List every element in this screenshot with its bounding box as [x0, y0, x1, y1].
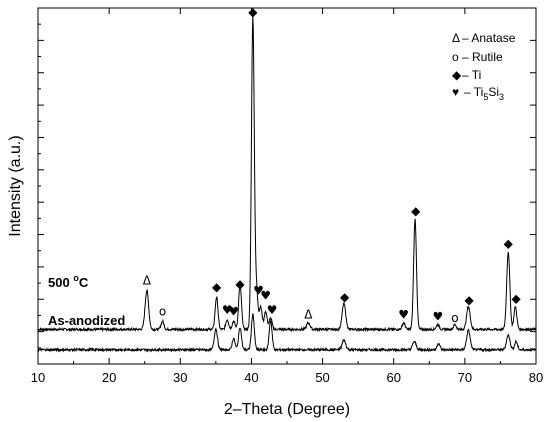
x-axis-title: 2–Theta (Degree) — [224, 401, 350, 418]
legend: Δ – Anatase o – Rutile ◆ – Ti ♥ – Ti5Si3 — [452, 31, 516, 102]
legend-ti5si3-label-main: – Ti — [464, 85, 483, 99]
y-axis-title: Intensity (a.u.) — [7, 135, 24, 236]
peak-marker-anatase: Δ — [143, 274, 152, 288]
x-tick-label: 20 — [102, 370, 116, 385]
peak-marker-ti5si3: ♥ — [267, 303, 278, 317]
x-tick-label: 40 — [244, 370, 258, 385]
x-tick-label: 70 — [458, 370, 472, 385]
peak-marker-ti: ◆ — [511, 292, 521, 306]
peak-marker-ti: ◆ — [212, 280, 222, 294]
peak-marker-anatase: Δ — [304, 308, 313, 322]
peak-marker-ti5si3: ♥ — [228, 304, 239, 318]
peak-marker-layer: Δo◆♥♥◆◆♥♥♥ Δ◆♥◆♥ o◆◆◆ — [143, 5, 522, 325]
x-tick-label: 80 — [529, 370, 543, 385]
legend-ti5si3-sub2: 3 — [499, 92, 504, 102]
peak-marker-ti: ◆ — [411, 204, 421, 218]
peak-marker-ti5si3: ♥ — [253, 283, 264, 297]
legend-ti5si3-label: – Ti5Si3 — [464, 85, 504, 102]
series-label-500c-main: 500 — [48, 275, 73, 290]
peak-marker-ti: ◆ — [235, 277, 245, 291]
trace-layer — [37, 16, 537, 353]
legend-rutile-symbol: o — [452, 50, 459, 64]
x-tick-label: 60 — [386, 370, 400, 385]
series-label-500c-unit: C — [79, 275, 89, 290]
legend-ti5si3-sub1: 5 — [483, 92, 488, 102]
peak-marker-ti: ◆ — [248, 5, 258, 19]
x-tick-label: 50 — [315, 370, 329, 385]
axis-ticks — [37, 7, 537, 365]
peak-marker-rutile: o — [159, 304, 166, 318]
legend-anatase-label: – Anatase — [462, 31, 516, 45]
legend-ti-label: – Ti — [462, 68, 481, 82]
peak-marker-ti5si3: ♥ — [222, 303, 233, 317]
peak-marker-ti5si3: ♥ — [398, 308, 409, 322]
series-label-500c: 500 oC — [48, 273, 89, 290]
x-tick-labels: 10 20 30 40 50 60 70 80 — [31, 370, 543, 385]
peak-marker-ti5si3: ♥ — [432, 309, 443, 323]
peak-marker-ti5si3: ♥ — [260, 288, 271, 302]
series-label-as-anodized: As-anodized — [48, 313, 125, 328]
peak-marker-rutile: o — [451, 311, 458, 325]
peak-marker-ti: ◆ — [465, 293, 475, 307]
series-label-500c-degree: o — [73, 273, 79, 283]
legend-ti5si3-symbol: ♥ — [452, 85, 459, 99]
legend-ti5si3-mid: Si — [488, 85, 499, 99]
x-tick-label: 10 — [31, 370, 45, 385]
legend-ti-symbol: ◆ — [452, 68, 462, 82]
peak-marker-ti: ◆ — [504, 236, 514, 250]
x-tick-label: 30 — [173, 370, 187, 385]
legend-anatase-symbol: Δ — [452, 31, 460, 45]
series-line-as-anodized — [37, 313, 537, 353]
peak-marker-ti: ◆ — [340, 290, 350, 304]
legend-rutile-label: – Rutile — [462, 50, 503, 64]
series-line-500c — [37, 16, 537, 333]
